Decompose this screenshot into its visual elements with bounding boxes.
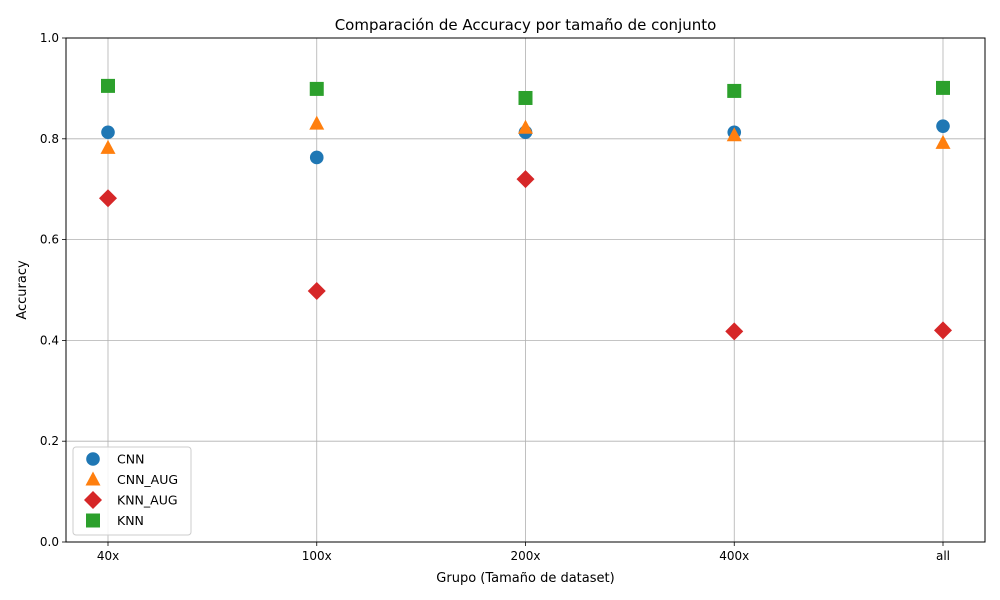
series-cnn-aug xyxy=(100,115,951,154)
data-point-knn xyxy=(518,90,533,105)
data-point-cnn xyxy=(101,125,115,140)
x-axis-label: Grupo (Tamaño de dataset) xyxy=(436,571,614,586)
data-point-cnn-aug xyxy=(100,139,116,154)
y-tick-label: 0.0 xyxy=(40,535,59,549)
legend-marker xyxy=(85,471,101,486)
data-point-cnn-aug xyxy=(518,119,533,134)
data-point-knn xyxy=(936,80,950,95)
data-point-knn-aug xyxy=(99,189,117,208)
legend-box xyxy=(72,446,192,536)
data-point-cnn-aug xyxy=(935,134,951,149)
legend-label: CNN_AUG xyxy=(117,472,178,487)
legend-marker xyxy=(86,452,100,466)
legend-marker xyxy=(84,491,102,509)
x-tick-label: 100x xyxy=(302,549,332,563)
x-tick-label: 400x xyxy=(719,549,749,563)
y-tick-label: 0.4 xyxy=(40,333,59,347)
y-tick-label: 0.8 xyxy=(40,132,59,146)
data-points xyxy=(99,78,952,341)
data-point-cnn xyxy=(936,119,950,133)
legend-marker xyxy=(86,513,100,528)
y-tick-label: 1.0 xyxy=(40,31,59,45)
data-point-knn-aug xyxy=(307,282,326,301)
data-point-knn-aug xyxy=(725,322,744,341)
x-tick-label: 200x xyxy=(510,549,540,563)
data-point-knn xyxy=(101,78,115,93)
y-axis-label: Accuracy xyxy=(15,260,30,320)
data-point-knn xyxy=(727,83,742,98)
ticks: 0.0 0.2 0.4 0.6 0.8 1.0 40x 100x 200x 400x all xyxy=(40,31,950,563)
x-tick-label: all xyxy=(936,549,950,563)
grid xyxy=(66,37,985,543)
data-point-cnn xyxy=(309,150,324,165)
series-knn-aug xyxy=(99,170,952,341)
data-point-cnn-aug xyxy=(726,127,742,142)
legend-label: CNN xyxy=(117,452,144,467)
series-knn xyxy=(101,78,950,105)
y-tick-label: 0.6 xyxy=(40,233,59,247)
data-point-knn-aug xyxy=(934,321,952,340)
data-point-knn xyxy=(309,81,324,96)
y-tick-label: 0.2 xyxy=(40,434,59,448)
legend-label: KNN_AUG xyxy=(117,493,178,508)
x-tick-label: 40x xyxy=(97,549,119,563)
data-point-knn-aug xyxy=(516,170,535,189)
chart-title: Comparación de Accuracy por tamaño de co… xyxy=(335,16,717,34)
legend-label: KNN xyxy=(117,513,144,528)
legend: CNN CNN_AUG KNN_AUG KNN xyxy=(72,446,192,536)
data-point-cnn-aug xyxy=(309,115,325,130)
